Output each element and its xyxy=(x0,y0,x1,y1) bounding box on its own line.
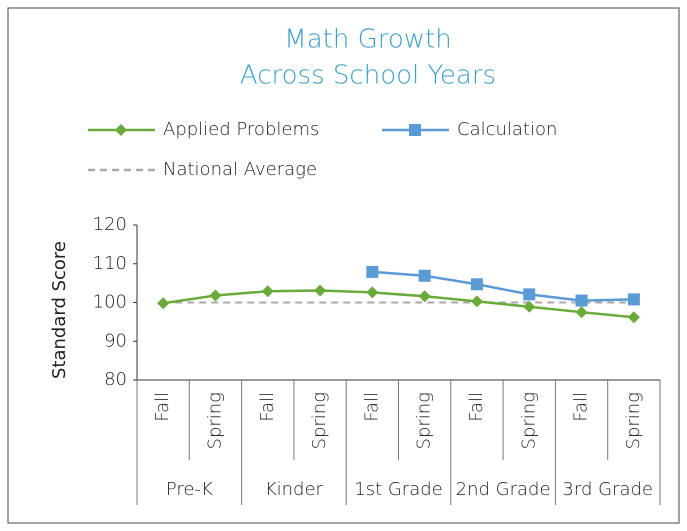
x-tick-label: Spring xyxy=(204,392,225,449)
x-tick-label: Fall xyxy=(571,392,592,422)
x-tick-label: Fall xyxy=(361,392,382,422)
group-label: 2nd Grade xyxy=(456,479,551,500)
group-label: Kinder xyxy=(265,479,324,500)
x-tick-label: Fall xyxy=(257,392,278,422)
point xyxy=(627,293,640,306)
point xyxy=(575,306,588,319)
point xyxy=(470,295,483,308)
y-axis-label: Standard Score xyxy=(49,241,70,379)
point xyxy=(523,288,536,301)
point xyxy=(115,124,127,136)
point xyxy=(575,294,588,307)
x-tick-label: Fall xyxy=(466,392,487,422)
chart-border xyxy=(7,7,680,524)
x-tick-label: Spring xyxy=(309,392,330,449)
group-label: Pre-K xyxy=(166,479,213,500)
legend-label: National Average xyxy=(163,159,317,180)
x-tick-label: Spring xyxy=(414,392,435,449)
y-tick-label: 80 xyxy=(104,369,127,390)
point xyxy=(314,284,327,297)
point xyxy=(418,290,431,303)
x-tick-label: Fall xyxy=(152,392,173,422)
point xyxy=(409,124,421,136)
point xyxy=(261,285,274,298)
y-tick-label: 100 xyxy=(93,292,127,313)
point xyxy=(470,278,483,291)
chart-title: Across School Years xyxy=(240,61,496,91)
y-tick-label: 120 xyxy=(93,214,127,235)
series-line xyxy=(372,270,634,302)
point xyxy=(627,311,640,324)
legend-label: Calculation xyxy=(457,119,557,140)
group-label: 1st Grade xyxy=(354,479,443,500)
point xyxy=(209,289,222,302)
point xyxy=(366,286,379,299)
y-tick-label: 90 xyxy=(104,330,127,351)
legend-label: Applied Problems xyxy=(163,119,319,140)
x-tick-label: Spring xyxy=(518,392,539,449)
series-line xyxy=(162,289,634,319)
chart-title: Math Growth xyxy=(284,25,451,55)
y-tick-label: 110 xyxy=(93,253,127,274)
point xyxy=(366,265,379,278)
point xyxy=(418,269,431,282)
group-label: 3rd Grade xyxy=(562,479,653,500)
point xyxy=(523,300,536,313)
x-tick-label: Spring xyxy=(623,392,644,449)
point xyxy=(157,297,170,310)
